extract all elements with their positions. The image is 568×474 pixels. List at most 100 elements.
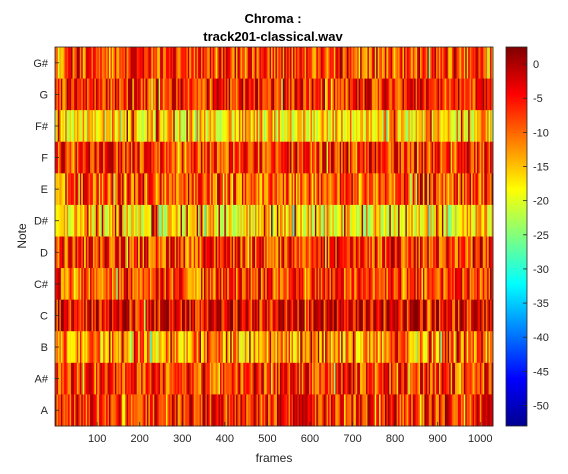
heatmap-cell	[177, 204, 180, 237]
heatmap-cell	[146, 78, 149, 111]
heatmap-cell	[276, 110, 279, 143]
heatmap-cell	[387, 268, 390, 301]
heatmap-cell	[344, 204, 346, 237]
heatmap-cell	[237, 78, 240, 111]
heatmap-cell	[284, 362, 287, 395]
heatmap-cell	[136, 173, 139, 206]
heatmap-cell	[81, 236, 84, 269]
heatmap-cell	[171, 331, 174, 364]
heatmap-cell	[139, 78, 142, 111]
heatmap-cell	[361, 141, 364, 174]
heatmap-cell	[405, 236, 408, 269]
heatmap-cell	[345, 47, 348, 79]
heatmap-cell	[282, 204, 285, 237]
heatmap-cell	[403, 47, 406, 79]
heatmap-cell	[457, 141, 460, 174]
heatmap-cell	[406, 236, 409, 269]
heatmap-cell	[247, 173, 250, 206]
heatmap-cell	[373, 299, 376, 332]
heatmap-cell	[271, 331, 273, 364]
heatmap-cell	[444, 141, 447, 174]
heatmap-cell	[119, 110, 122, 143]
heatmap-cell	[455, 47, 457, 79]
heatmap-cell	[314, 394, 317, 427]
heatmap-cell	[73, 110, 76, 143]
heatmap-cell	[84, 141, 87, 174]
heatmap-cell	[316, 268, 319, 301]
heatmap-cell	[402, 173, 405, 206]
heatmap-cell	[403, 394, 406, 427]
heatmap-cell	[129, 236, 132, 269]
heatmap-cell	[165, 331, 168, 364]
heatmap-cell	[177, 236, 180, 269]
heatmap-cell	[126, 236, 129, 269]
y-tick-label: F#	[35, 121, 49, 133]
heatmap-cell	[387, 78, 390, 111]
heatmap-cell	[250, 141, 253, 174]
heatmap-cell	[196, 141, 199, 174]
heatmap-cell	[437, 299, 440, 332]
heatmap-cell	[94, 47, 97, 79]
heatmap-cell	[138, 299, 141, 332]
heatmap-cell	[268, 47, 271, 79]
heatmap-cell	[468, 47, 471, 79]
heatmap-cell	[272, 204, 275, 237]
heatmap-cell	[179, 47, 181, 79]
colorbar-tick-label: -5	[533, 93, 543, 105]
heatmap-cell	[168, 362, 171, 395]
heatmap-cell	[444, 78, 447, 111]
heatmap-cell	[430, 47, 433, 79]
heatmap-cell	[95, 236, 98, 269]
heatmap-cell	[338, 362, 341, 395]
heatmap-cell	[441, 394, 444, 427]
heatmap-cell	[386, 299, 389, 332]
heatmap-cell	[198, 268, 200, 301]
heatmap-cell	[94, 236, 97, 269]
heatmap-cell	[399, 299, 402, 332]
heatmap-cell	[187, 173, 190, 206]
heatmap-cell	[179, 331, 181, 364]
heatmap-cell	[234, 268, 237, 301]
heatmap-cell	[224, 110, 227, 143]
heatmap-cell	[142, 173, 145, 206]
heatmap-cell	[265, 110, 268, 143]
heatmap-cell	[471, 141, 473, 174]
x-tick-label: 700	[343, 433, 361, 445]
heatmap-cell	[357, 110, 360, 143]
heatmap-cell	[307, 331, 310, 364]
heatmap-cell	[208, 110, 211, 143]
heatmap-cell	[95, 362, 98, 395]
heatmap-cell	[201, 78, 203, 111]
heatmap-cell	[161, 110, 164, 143]
heatmap-cell	[218, 110, 221, 143]
heatmap-cell	[463, 331, 466, 364]
heatmap-cell	[414, 394, 417, 427]
heatmap-cell	[487, 110, 490, 143]
heatmap-cell	[128, 110, 130, 143]
heatmap-cell	[287, 141, 289, 174]
heatmap-cell	[424, 47, 427, 79]
heatmap-cell	[151, 78, 154, 111]
heatmap-cell	[113, 110, 116, 143]
heatmap-cell	[449, 236, 452, 269]
heatmap-cell	[292, 141, 295, 174]
heatmap-cell	[307, 47, 310, 79]
heatmap-cell	[471, 47, 473, 79]
heatmap-cell	[205, 331, 208, 364]
heatmap-cell	[114, 141, 117, 174]
heatmap-cell	[139, 299, 142, 332]
heatmap-cell	[295, 268, 298, 301]
heatmap-cell	[269, 394, 272, 427]
heatmap-cell	[238, 141, 241, 174]
heatmap-cell	[113, 394, 116, 427]
heatmap-cell	[303, 78, 306, 111]
heatmap-cell	[244, 78, 247, 111]
heatmap-cell	[209, 299, 212, 332]
heatmap-cell	[266, 78, 269, 111]
heatmap-cell	[73, 268, 76, 301]
heatmap-cell	[481, 173, 484, 206]
heatmap-cell	[484, 173, 487, 206]
heatmap-cell	[218, 173, 221, 206]
heatmap-cell	[158, 173, 161, 206]
heatmap-cell	[452, 173, 454, 206]
